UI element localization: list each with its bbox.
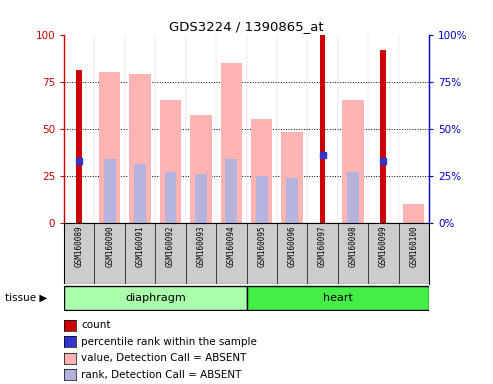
Bar [256, 176, 268, 223]
Bar [134, 164, 146, 223]
Text: GSM160093: GSM160093 [196, 226, 206, 267]
Text: GSM160097: GSM160097 [318, 226, 327, 267]
Text: diaphragm: diaphragm [125, 293, 186, 303]
Bar [76, 70, 82, 223]
Text: GSM160090: GSM160090 [105, 226, 114, 267]
Bar [347, 172, 359, 223]
Bar [99, 72, 120, 223]
Bar [130, 74, 151, 223]
Text: tissue ▶: tissue ▶ [5, 293, 47, 303]
Title: GDS3224 / 1390865_at: GDS3224 / 1390865_at [169, 20, 324, 33]
Bar [225, 159, 237, 223]
Text: GSM160094: GSM160094 [227, 226, 236, 267]
Bar [282, 132, 303, 223]
Text: GSM160095: GSM160095 [257, 226, 266, 267]
Text: GSM160098: GSM160098 [349, 226, 357, 267]
Text: GSM160091: GSM160091 [136, 226, 144, 267]
Text: rank, Detection Call = ABSENT: rank, Detection Call = ABSENT [81, 370, 242, 380]
Text: GSM160100: GSM160100 [409, 226, 418, 267]
Bar [104, 159, 115, 223]
Bar [246, 286, 429, 310]
Text: GSM160092: GSM160092 [166, 226, 175, 267]
Bar [286, 177, 298, 223]
Text: GSM160089: GSM160089 [75, 226, 84, 267]
Text: GSM160096: GSM160096 [287, 226, 297, 267]
Bar [319, 35, 325, 223]
Bar [403, 204, 424, 223]
Bar [251, 119, 272, 223]
Bar [64, 286, 246, 310]
Text: percentile rank within the sample: percentile rank within the sample [81, 337, 257, 347]
Text: heart: heart [323, 293, 352, 303]
Bar [165, 172, 176, 223]
Bar [380, 50, 387, 223]
Bar [342, 101, 363, 223]
Text: GSM160099: GSM160099 [379, 226, 388, 267]
Bar [195, 174, 207, 223]
Bar [221, 63, 242, 223]
Text: count: count [81, 320, 111, 330]
Bar [160, 101, 181, 223]
Text: value, Detection Call = ABSENT: value, Detection Call = ABSENT [81, 353, 246, 363]
Bar [190, 116, 211, 223]
